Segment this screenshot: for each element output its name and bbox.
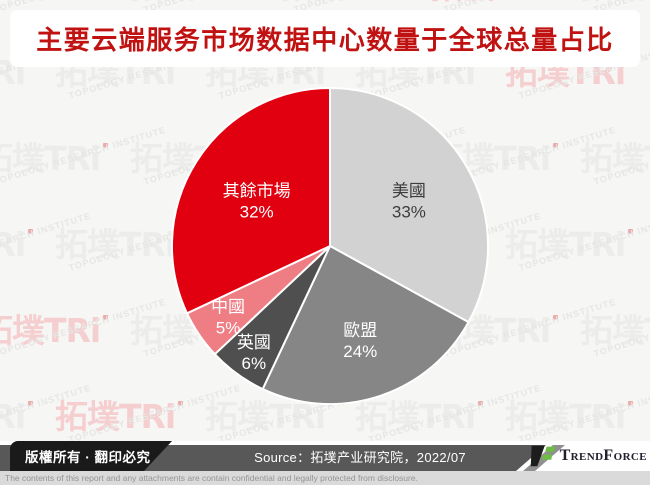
trendforce-mark-icon — [530, 445, 555, 467]
trendforce-wordmark: TrendForce — [559, 447, 647, 464]
trendforce-logo: TrendForce — [527, 441, 647, 471]
page-title: 主要云端服务市场数据中心数量于全球总量占比 — [36, 26, 614, 55]
pie-label-中國: 中國 5% — [211, 297, 245, 337]
copyright-text: 版權所有 · 翻印必究 — [25, 450, 151, 465]
title-box: 主要云端服务市场数据中心数量于全球总量占比 — [10, 10, 640, 67]
disclaimer-text: The contents of this report and any atta… — [0, 471, 650, 485]
source-text: Source：拓墣产业研究院，2022/07 — [254, 450, 466, 465]
copyright-band: 版權所有 · 翻印必究 — [10, 441, 172, 471]
pie-slice-歐盟 — [261, 245, 470, 406]
pie-label-美國: 美國 33% — [392, 181, 426, 221]
footer-bar: 版權所有 · 翻印必究 Source：拓墣产业研究院，2022/07 Trend… — [0, 441, 650, 471]
pie-label-歐盟: 歐盟 24% — [343, 321, 377, 361]
pie-slice-其餘市場 — [170, 87, 331, 315]
pie-label-英國: 英國 6% — [237, 333, 271, 373]
pie-slice-美國 — [329, 87, 490, 324]
pie-label-其餘市場: 其餘市場 32% — [223, 181, 291, 221]
